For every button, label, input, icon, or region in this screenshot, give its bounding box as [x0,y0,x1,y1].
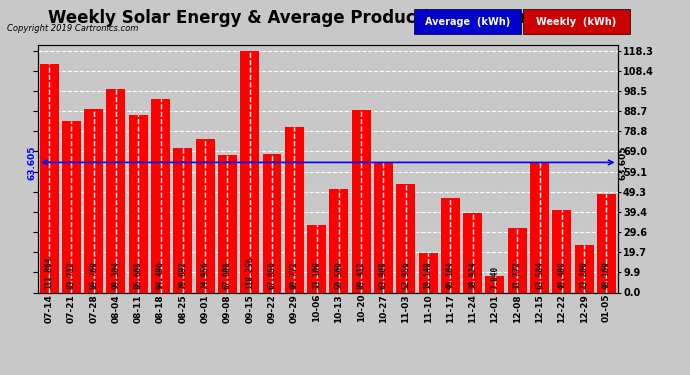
Bar [129,115,148,292]
Text: 50.560: 50.560 [335,262,344,290]
Text: 67.008: 67.008 [223,262,232,290]
Bar [463,213,482,292]
Text: 86.668: 86.668 [134,262,143,290]
Text: 63.584: 63.584 [535,262,544,290]
Text: 63.908: 63.908 [379,262,388,290]
Bar [486,276,504,292]
Text: 83.712: 83.712 [67,262,76,290]
Bar [39,64,59,292]
Bar [262,154,282,292]
Bar [173,148,193,292]
Text: 74.956: 74.956 [201,262,210,290]
Text: 19.148: 19.148 [424,262,433,290]
Text: 23.200: 23.200 [580,262,589,290]
Bar [151,99,170,292]
Bar [240,51,259,292]
Bar [575,245,593,292]
Text: Average  (kWh): Average (kWh) [425,16,510,27]
Text: 118.256: 118.256 [245,257,254,290]
Bar [508,228,526,292]
Text: 89.412: 89.412 [357,262,366,290]
Text: 70.692: 70.692 [178,262,188,290]
Bar [597,194,616,292]
Text: 99.304: 99.304 [112,262,121,290]
Bar [218,156,237,292]
Bar [530,162,549,292]
Text: 48.160: 48.160 [602,262,611,290]
Text: 63.605: 63.605 [619,145,628,180]
Bar [441,198,460,292]
Bar [419,254,437,292]
Text: 40.408: 40.408 [558,262,566,290]
Text: 111.864: 111.864 [45,257,54,290]
Text: 31.772: 31.772 [513,262,522,290]
Text: 89.760: 89.760 [89,262,98,290]
Bar [62,121,81,292]
Bar [329,189,348,292]
Text: Copyright 2019 Cartronics.com: Copyright 2019 Cartronics.com [7,24,138,33]
Bar [307,225,326,292]
Text: Weekly Solar Energy & Average Production Tue Jan 8 16:21: Weekly Solar Energy & Average Production… [48,9,601,27]
Bar [196,139,215,292]
Text: 94.496: 94.496 [156,262,165,290]
Text: 63.605: 63.605 [28,145,37,180]
Bar [106,89,126,292]
Text: 52.956: 52.956 [402,262,411,290]
Text: 46.104: 46.104 [446,262,455,290]
Text: 67.856: 67.856 [268,262,277,290]
Bar [84,109,103,292]
Text: 33.100: 33.100 [312,262,321,290]
Text: 38.924: 38.924 [468,262,477,290]
Bar [374,162,393,292]
Text: Weekly  (kWh): Weekly (kWh) [536,16,617,27]
Bar [553,210,571,292]
Bar [352,110,371,292]
Bar [396,184,415,292]
Text: 7.840: 7.840 [491,266,500,290]
Bar [285,127,304,292]
Text: 80.772: 80.772 [290,262,299,290]
